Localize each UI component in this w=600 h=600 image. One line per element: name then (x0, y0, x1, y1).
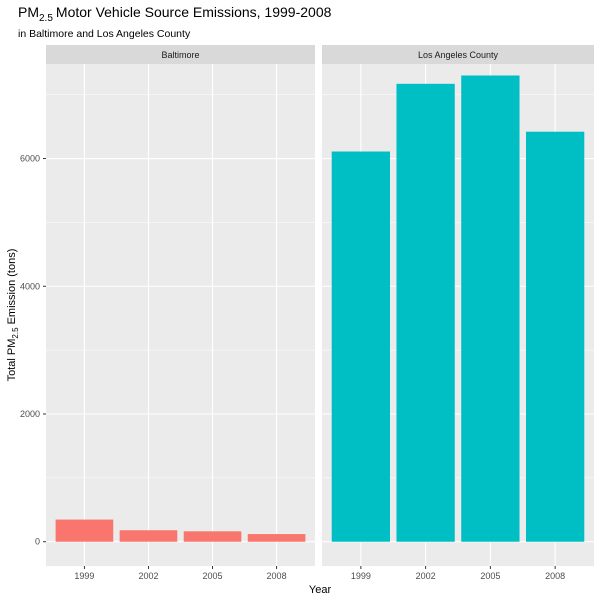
chart-title-subscript: 2.5 (39, 13, 53, 24)
facet-panel-los-angeles-county: Los Angeles County (322, 45, 594, 566)
x-tick-label: 2002 (416, 571, 436, 581)
gridlines-baltimore (46, 64, 315, 566)
facet-strip-los-angeles-county (322, 45, 594, 64)
bars-baltimore (55, 519, 306, 542)
x-axis: 1999 2002 2005 2008 1999 2002 2005 2008 (74, 566, 565, 581)
y-axis-label-suffix: Emission (tons) (6, 249, 18, 328)
bars-los-angeles-county (331, 75, 585, 542)
y-axis-label-subscript: 2.5 (11, 327, 20, 339)
facet-strip-label-baltimore: Baltimore (161, 50, 199, 60)
bar-los-angeles-county-2002 (396, 83, 455, 542)
x-tick-label: 2008 (267, 571, 287, 581)
x-tick-label: 1999 (74, 571, 94, 581)
y-tick-label: 0 (35, 537, 40, 547)
x-tick-label: 2005 (480, 571, 500, 581)
x-tick-label: 1999 (351, 571, 371, 581)
bar-los-angeles-county-1999 (331, 151, 390, 542)
chart-subtitle: in Baltimore and Los Angeles County (18, 28, 191, 40)
panel-background-baltimore (46, 64, 315, 566)
bar-los-angeles-county-2005 (461, 75, 520, 542)
y-axis: 0 2000 4000 6000 (20, 154, 46, 547)
y-axis-label: Total PM2.5 Emission (tons) (6, 249, 20, 382)
bar-los-angeles-county-2008 (526, 131, 585, 542)
y-tick-label: 2000 (20, 409, 40, 419)
bar-baltimore-1999 (55, 519, 114, 542)
facet-panel-baltimore: Baltimore (46, 45, 315, 566)
bar-baltimore-2002 (119, 530, 178, 542)
chart-title-prefix: PM (18, 4, 39, 20)
x-tick-label: 2002 (138, 571, 158, 581)
facet-strip-baltimore (46, 45, 315, 64)
y-tick-label: 6000 (20, 154, 40, 164)
chart-title-main: Motor Vehicle Source Emissions, 1999-200… (56, 4, 332, 20)
facet-strip-label-los-angeles-county: Los Angeles County (418, 50, 499, 60)
x-axis-label: Year (309, 584, 332, 596)
bar-baltimore-2005 (183, 531, 242, 542)
x-tick-label: 2005 (203, 571, 223, 581)
chart-title: PM2.5 Motor Vehicle Source Emissions, 199… (18, 4, 332, 24)
bar-baltimore-2008 (247, 534, 306, 542)
y-axis-label-prefix: Total PM (6, 339, 18, 382)
y-tick-label: 4000 (20, 281, 40, 291)
x-tick-label: 2008 (545, 571, 565, 581)
